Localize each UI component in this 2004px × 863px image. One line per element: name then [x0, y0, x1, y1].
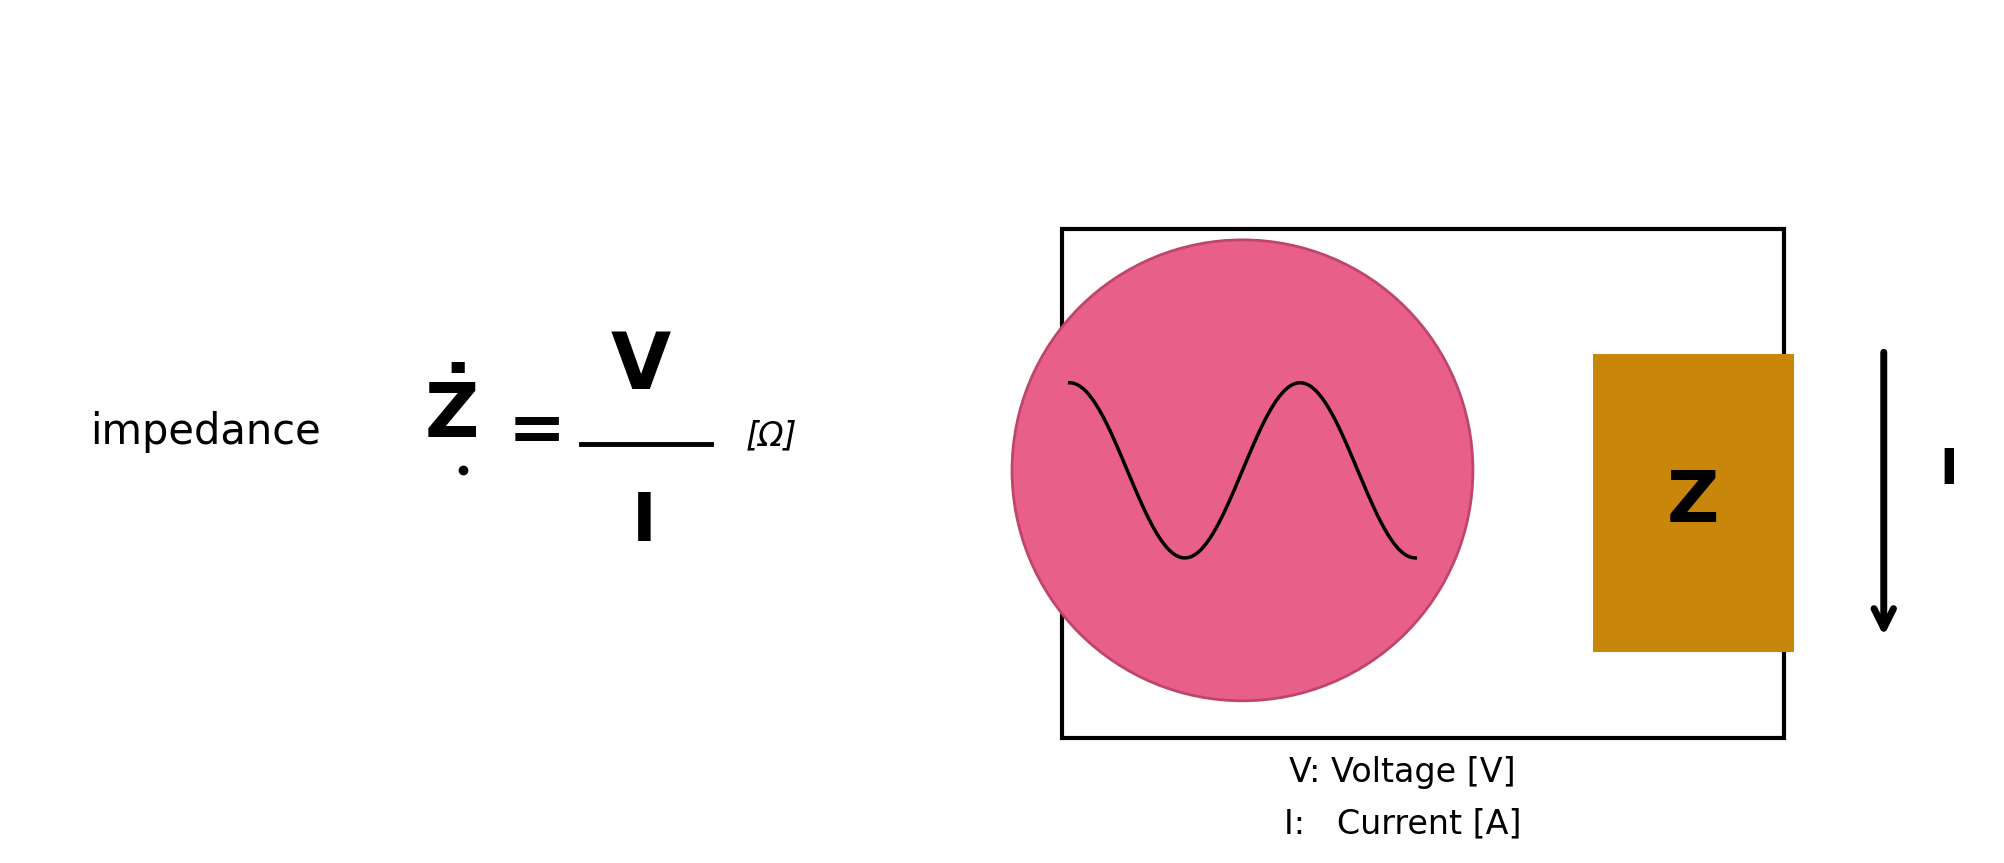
Text: $\mathbf{V}$: $\mathbf{V}$	[611, 329, 671, 405]
Text: =: =	[507, 398, 567, 465]
Text: impedance: impedance	[90, 411, 321, 452]
Bar	[1062, 229, 1784, 738]
Text: $\mathit{\mathbf{I}}$: $\mathit{\mathbf{I}}$	[631, 489, 651, 555]
Text: $\mathbf{\dot{Z}}$: $\mathbf{\dot{Z}}$	[425, 375, 477, 454]
Text: V: Voltage [V]: V: Voltage [V]	[1289, 756, 1517, 789]
Bar	[1593, 354, 1794, 652]
Text: I: I	[1940, 446, 1958, 494]
Text: I:   Current [A]: I: Current [A]	[1285, 808, 1521, 841]
Text: Z: Z	[1667, 469, 1719, 537]
Ellipse shape	[1012, 240, 1473, 701]
Text: [Ω]: [Ω]	[745, 419, 798, 452]
